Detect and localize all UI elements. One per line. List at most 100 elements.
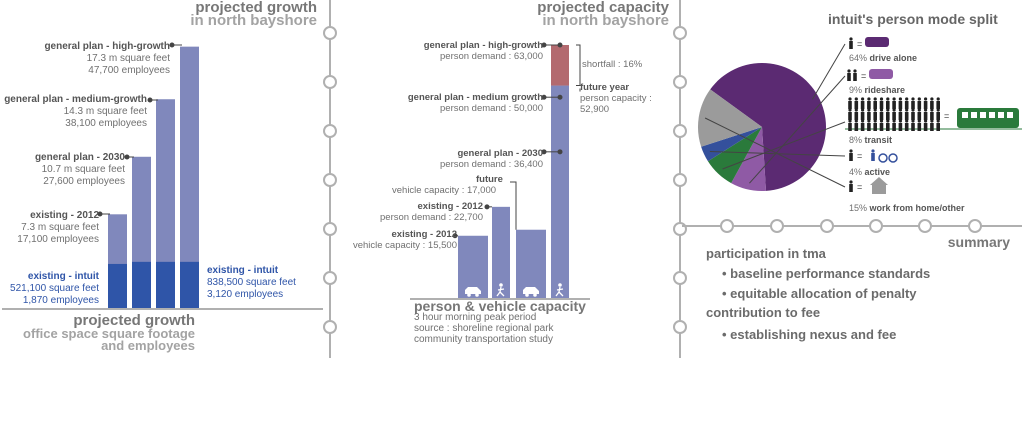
person-icon: [917, 97, 921, 101]
person-icon: [898, 108, 902, 112]
growth-leader-dot: [97, 211, 103, 217]
person-body: [873, 123, 877, 131]
person-body: [917, 123, 922, 131]
car-wheel: [525, 293, 529, 297]
person-icon: [848, 108, 852, 112]
divider-station: [323, 320, 337, 334]
person-icon: [898, 97, 902, 101]
pie-leader: [704, 117, 846, 188]
person-body: [936, 112, 940, 120]
person-body: [860, 112, 865, 120]
person-icon: [905, 97, 909, 101]
equals-sign: =: [944, 111, 949, 121]
person-icon: [886, 97, 890, 101]
person-body: [849, 41, 853, 49]
person-icon: [924, 119, 928, 123]
pie-slice: [710, 63, 826, 191]
person-body: [871, 153, 875, 161]
growth-leader-dot: [147, 97, 153, 103]
divider-station: [673, 26, 687, 40]
cap-label-2012-person: existing - 2012 person demand : 22,700: [380, 201, 483, 223]
mode-panel: intuit's person mode split = = = = = 64% dri…: [682, 0, 1022, 360]
bus-window: [1007, 112, 1013, 118]
pie-leader: [722, 121, 846, 170]
shortfall-bracket: [576, 44, 581, 87]
growth-title: projected growth: [195, 0, 317, 16]
person-icon: [854, 97, 858, 101]
cap-label-2030: general plan - 2030 person demand : 36,4…: [440, 148, 543, 170]
person-icon: [936, 108, 940, 112]
mode-title: intuit's person mode split: [828, 11, 998, 27]
equals-sign: =: [857, 39, 862, 49]
person-icon: [854, 119, 858, 123]
growth-intuit-existing-bar: [108, 263, 127, 308]
person-icon: [886, 119, 890, 123]
person-body: [849, 184, 853, 192]
person-body: [879, 123, 884, 131]
summary-divider-station: [869, 219, 883, 233]
mode-label-drive: 64% drive alone: [849, 53, 918, 63]
growth-bottom-subtitle-1: office space square footage: [23, 326, 195, 341]
person-icon: [847, 69, 851, 73]
divider-station: [323, 173, 337, 187]
person-icon: [879, 108, 884, 112]
growth-intuit-future-bar: [132, 261, 151, 308]
car-wheel: [533, 293, 537, 297]
person-body: [886, 123, 890, 131]
growth-bar: [156, 99, 175, 309]
person-body: [886, 112, 890, 120]
person-body: [867, 101, 871, 109]
house-icon: [870, 177, 888, 194]
person-icon: [871, 149, 875, 153]
divider-station: [673, 320, 687, 334]
person-body: [892, 101, 896, 109]
mode-label-transit: 8% transit: [849, 135, 893, 145]
pie-slice: [698, 89, 762, 147]
person-body: [911, 112, 915, 120]
capacity-bottom-title: person & vehicle capacity: [414, 298, 586, 314]
person-icon: [867, 97, 871, 101]
bus-window: [998, 112, 1004, 118]
person-body: [904, 112, 909, 120]
walker-limbs: [496, 286, 505, 297]
person-icon: [848, 97, 852, 101]
mode-label-rideshare: 9% rideshare: [849, 85, 906, 95]
cap-leader-3: [510, 181, 517, 230]
person-body: [936, 123, 940, 131]
walker-icon: [558, 283, 562, 287]
person-body: [849, 153, 853, 161]
summary-divider-station: [968, 219, 982, 233]
person-body: [848, 123, 852, 131]
growth-bottom-title: projected growth: [73, 312, 195, 329]
person-icon: [867, 119, 871, 123]
car-icon: [865, 37, 889, 47]
divider-station: [323, 222, 337, 236]
person-body: [923, 101, 928, 109]
bike-wheel: [888, 153, 898, 163]
cap-label-medium: general plan - medium growth person dema…: [407, 92, 543, 114]
person-icon: [936, 119, 940, 123]
growth-label-high: general plan - high-growth 17.3 m square…: [44, 41, 170, 76]
person-icon: [930, 108, 934, 112]
growth-intuit-future-bar: [156, 261, 175, 308]
person-icon: [886, 108, 890, 112]
person-icon: [911, 108, 915, 112]
cap-leader-2-dot: [484, 204, 490, 210]
car-icon: [465, 287, 481, 294]
person-body: [911, 101, 915, 109]
person-icon: [905, 119, 909, 123]
person-icon: [930, 119, 934, 123]
cap-label-shortfall: shortfall : 16%: [582, 59, 643, 70]
person-body: [917, 112, 922, 120]
summary-bullet-2: • equitable allocation of penalty: [722, 286, 917, 301]
person-body: [898, 123, 903, 131]
person-body: [860, 123, 865, 131]
equals-sign: =: [857, 182, 862, 192]
person-icon: [936, 97, 940, 101]
person-icon: [924, 108, 928, 112]
divider-station: [673, 271, 687, 285]
growth-subtitle: in north bayshore: [190, 12, 317, 29]
growth-label-intuit-future: existing - intuit 838,500 square feet 3,…: [207, 265, 296, 300]
equals-sign: =: [861, 71, 866, 81]
person-body: [879, 112, 884, 120]
